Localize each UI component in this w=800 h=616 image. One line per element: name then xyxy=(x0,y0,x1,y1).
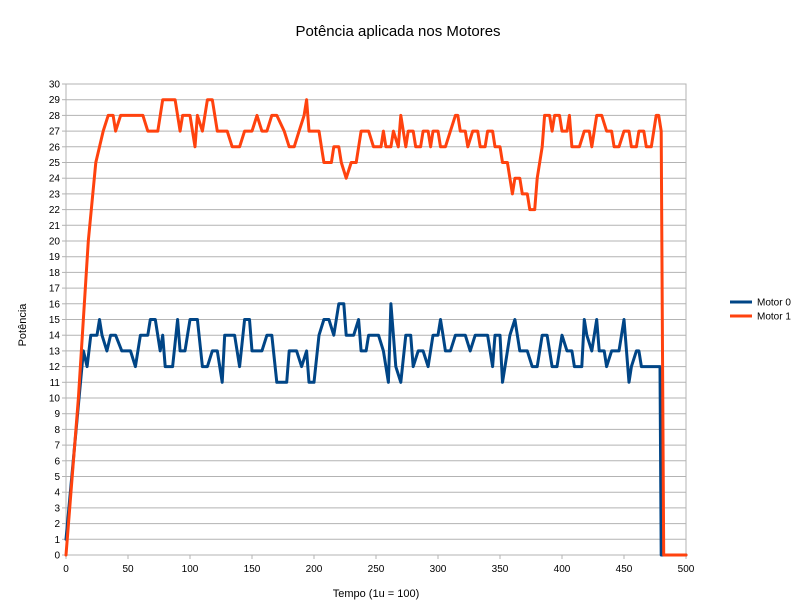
y-tick-label: 6 xyxy=(54,456,60,467)
x-tick-label: 300 xyxy=(430,564,447,575)
y-tick-label: 27 xyxy=(49,127,61,138)
x-tick-label: 150 xyxy=(244,564,261,575)
y-tick-label: 25 xyxy=(49,158,61,169)
y-tick-label: 11 xyxy=(50,378,61,389)
chart-title: Potência aplicada nos Motores xyxy=(295,23,500,40)
x-tick-label: 450 xyxy=(616,564,633,575)
y-tick-label: 30 xyxy=(49,80,61,91)
axes: 0123456789101112131415161718192021222324… xyxy=(49,80,695,576)
legend-label: Motor 0 xyxy=(757,298,791,309)
y-tick-label: 1 xyxy=(54,535,60,546)
x-tick-label: 0 xyxy=(63,564,69,575)
y-tick-label: 23 xyxy=(49,189,61,200)
y-tick-label: 21 xyxy=(49,221,61,232)
y-tick-label: 24 xyxy=(49,174,61,185)
x-tick-label: 250 xyxy=(368,564,385,575)
y-tick-label: 18 xyxy=(49,268,61,279)
y-tick-label: 8 xyxy=(54,425,60,436)
legend: Motor 0 Motor 1 xyxy=(730,298,791,323)
x-axis-title: Tempo (1u = 100) xyxy=(333,588,420,600)
y-tick-label: 19 xyxy=(49,252,61,263)
y-tick-label: 10 xyxy=(49,394,61,405)
series-line-motor-1 xyxy=(64,98,688,557)
y-tick-label: 12 xyxy=(49,362,61,373)
series-lines xyxy=(64,98,688,557)
y-tick-label: 22 xyxy=(49,205,61,216)
x-tick-label: 500 xyxy=(678,564,695,575)
y-tick-label: 3 xyxy=(54,503,60,514)
x-tick-label: 50 xyxy=(122,564,134,575)
legend-label: Motor 1 xyxy=(757,312,791,323)
x-tick-label: 400 xyxy=(554,564,571,575)
y-tick-label: 9 xyxy=(54,409,60,420)
y-tick-label: 26 xyxy=(49,142,61,153)
y-tick-label: 17 xyxy=(49,284,61,295)
y-tick-label: 16 xyxy=(49,299,61,310)
x-tick-label: 200 xyxy=(306,564,323,575)
y-tick-label: 20 xyxy=(49,237,61,248)
y-tick-label: 7 xyxy=(54,441,60,452)
y-tick-label: 13 xyxy=(49,346,61,357)
y-tick-label: 14 xyxy=(49,331,61,342)
y-axis-title: Potência xyxy=(17,303,29,347)
y-tick-label: 5 xyxy=(54,472,60,483)
y-tick-label: 29 xyxy=(49,95,61,106)
y-tick-label: 28 xyxy=(49,111,61,122)
y-tick-label: 4 xyxy=(54,488,60,499)
y-tick-label: 2 xyxy=(54,519,60,530)
x-tick-label: 350 xyxy=(492,564,509,575)
x-tick-label: 100 xyxy=(182,564,199,575)
y-tick-label: 0 xyxy=(54,551,60,562)
y-tick-label: 15 xyxy=(49,315,61,326)
series-line-motor-0 xyxy=(64,302,688,557)
